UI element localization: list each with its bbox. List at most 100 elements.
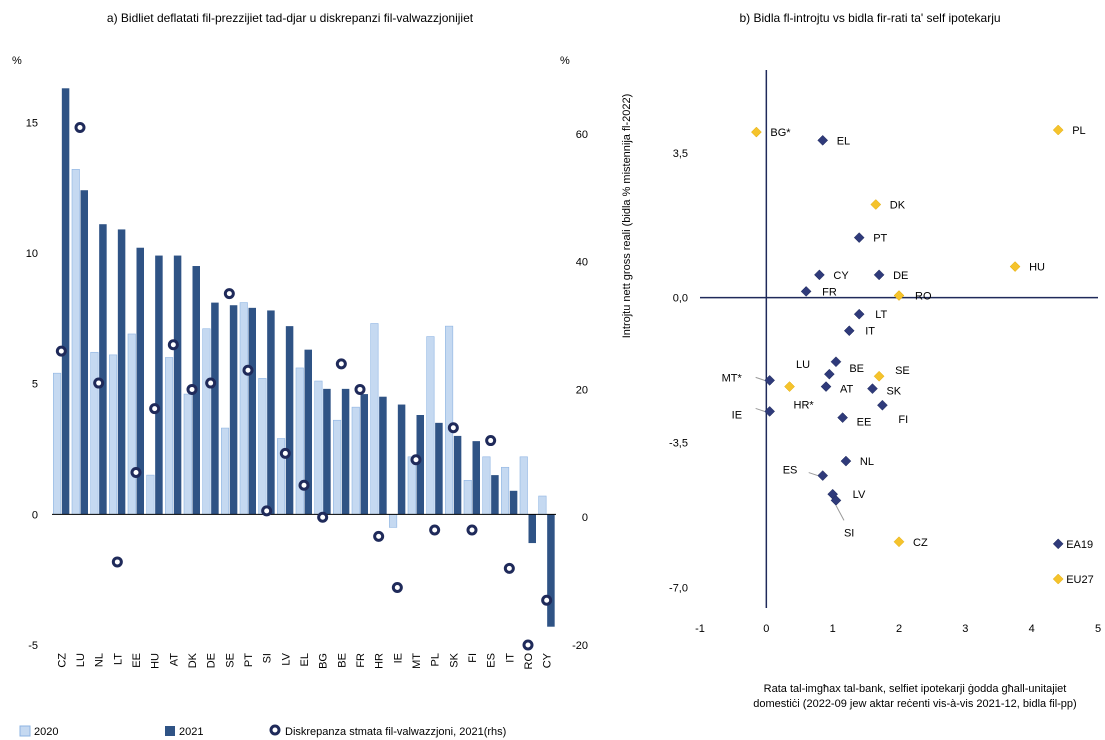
bar-2020 xyxy=(202,328,211,515)
bar-2020 xyxy=(90,351,99,515)
legend-swatch-2020 xyxy=(19,725,31,737)
scatter-point xyxy=(873,370,885,382)
point-label: LT xyxy=(875,309,887,321)
discrepancy-marker xyxy=(410,454,422,466)
scatter-point xyxy=(870,199,882,210)
point-label: CY xyxy=(833,270,849,282)
discrepancy-marker xyxy=(373,530,385,542)
scatter-point xyxy=(817,470,829,481)
bar-2021 xyxy=(397,404,406,515)
right-y-tick-label: 0 xyxy=(582,512,588,524)
chart-a-legend: 2020 2021 Diskrepanza stmata fil-valwazz… xyxy=(19,724,506,738)
legend-marker-discrepancy xyxy=(269,724,281,736)
x-tick-label: 3 xyxy=(962,623,968,635)
discrepancy-marker xyxy=(223,288,235,300)
scatter-point xyxy=(764,406,776,417)
category-label: EL xyxy=(299,653,311,666)
scatter-point xyxy=(853,232,865,243)
bar-2020 xyxy=(407,456,416,515)
x-tick-label: 4 xyxy=(1029,623,1035,635)
scatter-point xyxy=(1052,538,1064,550)
discrepancy-marker xyxy=(541,594,553,606)
bar-2021 xyxy=(472,441,480,515)
category-label: IE xyxy=(392,653,404,663)
point-label: SI xyxy=(844,527,854,539)
bar-2020 xyxy=(314,380,323,515)
point-label: PT xyxy=(873,233,887,245)
category-label: IT xyxy=(504,653,516,663)
category-label: LT xyxy=(112,653,124,665)
scatter-point xyxy=(1052,124,1064,136)
left-y-tick-label: 15 xyxy=(26,117,38,129)
discrepancy-marker xyxy=(186,383,198,395)
bar-2021 xyxy=(341,388,350,515)
x-tick-label: 0 xyxy=(763,623,769,635)
bar-2021 xyxy=(229,305,238,515)
x-tick-label: 1 xyxy=(830,623,836,635)
category-label: FI xyxy=(467,653,479,663)
category-label: CY xyxy=(542,652,554,668)
left-y-tick-label: 5 xyxy=(32,379,38,391)
category-label: HR xyxy=(374,653,386,669)
discrepancy-marker xyxy=(466,524,478,536)
bar-2020 xyxy=(165,357,174,515)
bar-2021 xyxy=(547,514,555,627)
bar-2020 xyxy=(221,427,230,515)
category-label: BG xyxy=(318,653,330,669)
discrepancy-marker xyxy=(242,364,254,376)
scatter-point xyxy=(877,399,888,411)
point-label: LU xyxy=(796,359,810,371)
bar-2020 xyxy=(295,367,304,515)
scatter-point xyxy=(823,368,835,380)
discrepancy-marker xyxy=(111,556,123,568)
legend-swatch-2021 xyxy=(165,726,175,736)
bar-2021 xyxy=(173,255,182,515)
bar-2020 xyxy=(239,302,248,515)
category-label: FR xyxy=(355,653,367,668)
point-label: MT* xyxy=(722,372,743,384)
scatter-point xyxy=(837,412,848,423)
point-label: DE xyxy=(893,270,908,282)
category-label: SI xyxy=(262,653,274,663)
scatter-point xyxy=(820,381,832,392)
discrepancy-marker xyxy=(149,403,161,415)
bar-2021 xyxy=(435,422,443,515)
scatter-point xyxy=(764,375,776,386)
bar-2021 xyxy=(136,247,144,515)
chart-b-x-axis-label-line2: domestiċi (2022-09 jew aktar reċenti vis… xyxy=(753,698,1076,710)
chart-a-right-unit: % xyxy=(560,55,570,67)
scatter-point xyxy=(1052,573,1064,585)
category-label: AT xyxy=(168,653,180,667)
y-tick-label: -3,5 xyxy=(669,437,688,449)
bar-2021 xyxy=(379,396,387,515)
discrepancy-marker xyxy=(298,479,310,491)
leader-line xyxy=(755,376,765,381)
discrepancy-marker xyxy=(261,505,273,517)
discrepancy-marker xyxy=(447,422,459,434)
discrepancy-marker xyxy=(279,447,291,459)
scatter-point xyxy=(867,383,878,395)
point-label: IT xyxy=(865,326,875,338)
discrepancy-marker xyxy=(167,339,179,351)
point-label: PL xyxy=(1072,125,1085,137)
bar-2020 xyxy=(370,323,379,515)
bar-2021 xyxy=(248,307,256,515)
x-tick-label: -1 xyxy=(695,623,705,635)
left-y-tick-label: 10 xyxy=(26,248,38,260)
point-label: EL xyxy=(837,135,850,147)
bar-2021 xyxy=(80,190,88,515)
point-label: CZ xyxy=(913,537,928,549)
legend-label-2020: 2020 xyxy=(34,726,58,738)
point-label: EE xyxy=(857,417,872,429)
category-label: LV xyxy=(280,652,292,665)
category-label: SE xyxy=(224,653,236,668)
point-label: DK xyxy=(890,200,906,212)
scatter-point xyxy=(853,308,865,320)
bar-2021 xyxy=(528,514,536,544)
discrepancy-marker xyxy=(391,582,403,593)
bar-2020 xyxy=(258,378,267,515)
point-label: BG* xyxy=(770,127,791,139)
category-label: PT xyxy=(243,653,255,667)
point-label: SE xyxy=(895,365,910,377)
bar-2020 xyxy=(426,336,435,515)
